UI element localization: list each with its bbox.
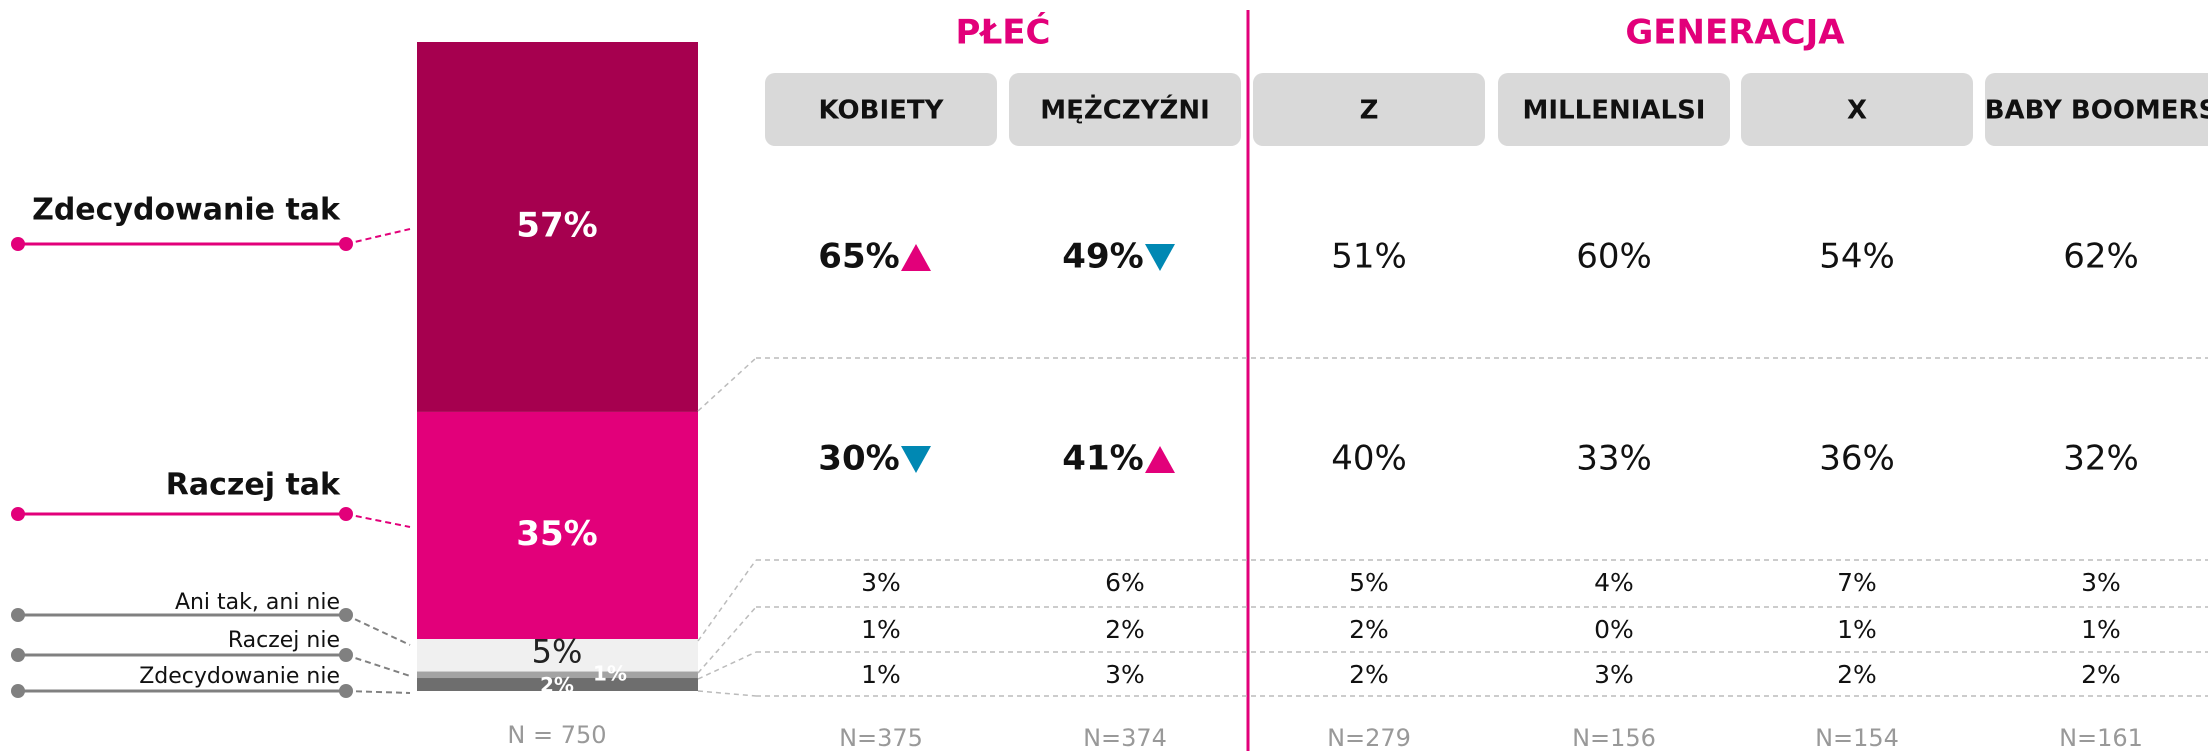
n-label: N = 750 xyxy=(507,721,606,749)
column-header-box xyxy=(765,73,997,146)
bar-segment xyxy=(417,671,698,679)
column-n: N=279 xyxy=(1327,724,1411,751)
cell-value: 41% xyxy=(1062,439,1143,479)
row-connector xyxy=(697,606,757,674)
legend-connector xyxy=(345,228,411,245)
column-header: X xyxy=(1847,96,1867,126)
cell-value: 30% xyxy=(818,439,899,479)
group-header: GENERACJA xyxy=(1625,13,1845,53)
cell-value: 51% xyxy=(1331,237,1407,277)
legend-label: Zdecydowanie nie xyxy=(139,664,340,689)
cell-value: 3% xyxy=(1105,660,1145,689)
cell-value: 3% xyxy=(1594,660,1634,689)
bar-segment xyxy=(417,678,698,691)
legend-dot xyxy=(11,684,25,698)
segment-label: 2% xyxy=(540,673,574,697)
cell-value: 2% xyxy=(1105,615,1145,644)
cell-value: 62% xyxy=(2063,237,2139,277)
row-connector xyxy=(697,357,757,412)
significance-down xyxy=(1145,244,1175,271)
significance-up xyxy=(1145,446,1175,473)
column-header-box xyxy=(1009,73,1241,146)
column-header: MĘŻCZYŹNI xyxy=(1040,94,1210,126)
cell-value: 32% xyxy=(2063,439,2139,479)
cell-value: 4% xyxy=(1594,568,1634,597)
column-header: Z xyxy=(1360,96,1379,126)
bar-segment xyxy=(417,639,698,672)
cell-value: 1% xyxy=(1837,615,1877,644)
cell-value: 5% xyxy=(1349,568,1389,597)
legend-connector xyxy=(345,513,411,528)
cell-value: 6% xyxy=(1105,568,1145,597)
cell-value: 33% xyxy=(1576,439,1652,479)
bar-segment xyxy=(417,411,698,640)
cell-value: 3% xyxy=(2081,568,2121,597)
cell-value: 2% xyxy=(1349,615,1389,644)
column-n: N=375 xyxy=(839,724,923,751)
legend-dot xyxy=(11,608,25,622)
legend-label: Raczej tak xyxy=(166,468,341,503)
segment-label: 35% xyxy=(516,514,597,554)
row-connector xyxy=(697,651,757,680)
cell-value: 2% xyxy=(2081,660,2121,689)
bar-segment xyxy=(417,42,698,412)
legend-dot xyxy=(11,237,25,251)
segment-label: 1% xyxy=(593,661,627,685)
column-header-box xyxy=(1741,73,1973,146)
cell-value: 3% xyxy=(861,568,901,597)
column-n: N=156 xyxy=(1572,724,1656,751)
cell-value: 7% xyxy=(1837,568,1877,597)
group-header: PŁEĆ xyxy=(956,12,1051,53)
column-header-box xyxy=(1253,73,1485,146)
legend-connector xyxy=(345,690,411,694)
row-connector xyxy=(697,690,757,697)
legend-connector xyxy=(345,614,411,646)
column-n: N=374 xyxy=(1083,724,1167,751)
cell-value: 0% xyxy=(1594,615,1634,644)
row-connector xyxy=(697,559,757,642)
cell-value: 54% xyxy=(1819,237,1895,277)
cell-value: 65% xyxy=(818,237,899,277)
column-header-box xyxy=(1985,73,2208,146)
legend-dot xyxy=(11,648,25,662)
cell-value: 60% xyxy=(1576,237,1652,277)
legend-label: Ani tak, ani nie xyxy=(175,590,340,615)
column-header: KOBIETY xyxy=(819,96,945,126)
significance-down xyxy=(901,446,931,473)
column-header: MILLENIALSI xyxy=(1523,96,1706,126)
cell-value: 1% xyxy=(861,615,901,644)
segment-label: 5% xyxy=(532,632,583,670)
cell-value: 36% xyxy=(1819,439,1895,479)
legend-dot xyxy=(11,507,25,521)
significance-up xyxy=(901,244,931,271)
cell-value: 49% xyxy=(1062,237,1143,277)
cell-value: 2% xyxy=(1349,660,1389,689)
column-n: N=154 xyxy=(1815,724,1899,751)
cell-value: 2% xyxy=(1837,660,1877,689)
segment-label: 57% xyxy=(516,205,597,245)
legend-label: Zdecydowanie tak xyxy=(32,193,341,228)
column-header: BABY BOOMERS xyxy=(1985,96,2208,126)
column-n: N=161 xyxy=(2059,724,2143,751)
legend-label: Raczej nie xyxy=(228,628,340,653)
legend-connector xyxy=(345,654,411,677)
cell-value: 1% xyxy=(861,660,901,689)
cell-value: 40% xyxy=(1331,439,1407,479)
cell-value: 1% xyxy=(2081,615,2121,644)
column-header-box xyxy=(1498,73,1730,146)
